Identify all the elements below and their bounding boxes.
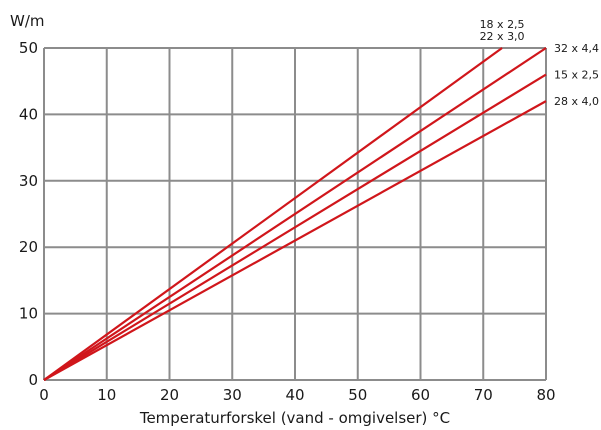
series-line: [43, 47, 547, 381]
x-tick-label: 30: [223, 386, 242, 404]
x-tick-label: 70: [474, 386, 493, 404]
series-line: [43, 47, 503, 381]
series-lines: [43, 47, 547, 381]
series-label: 15 x 2,5: [554, 69, 599, 82]
x-axis-title: Temperaturforskel (vand - omgivelser) °C: [139, 409, 450, 427]
y-tick-label: 20: [19, 238, 38, 256]
series-line: [43, 73, 547, 381]
y-tick-label: 50: [19, 39, 38, 57]
x-tick-label: 20: [160, 386, 179, 404]
series-labels: 18 x 2,5 22 x 3,0 32 x 4,4 15 x 2,5 28 x 4,0: [480, 18, 599, 108]
series-label: 32 x 4,4: [554, 42, 599, 55]
x-tick-label: 10: [97, 386, 116, 404]
y-tick-label: 10: [19, 305, 38, 323]
y-axis-title: W/m: [10, 12, 45, 30]
x-tick-label: 0: [39, 386, 49, 404]
y-tick-label: 0: [28, 371, 38, 389]
x-tick-label: 80: [536, 386, 555, 404]
x-tick-label: 50: [348, 386, 367, 404]
x-tick-label: 60: [411, 386, 430, 404]
series-label: 28 x 4,0: [554, 95, 599, 108]
series-label: 18 x 2,5 22 x 3,0: [480, 18, 525, 43]
tick-labels: 0 10 20 30 40 50 60 70 80 0 10 20 30 40 50: [19, 39, 556, 404]
y-tick-label: 30: [19, 172, 38, 190]
y-tick-label: 40: [19, 105, 38, 123]
series-line: [43, 100, 547, 381]
x-tick-label: 40: [285, 386, 304, 404]
